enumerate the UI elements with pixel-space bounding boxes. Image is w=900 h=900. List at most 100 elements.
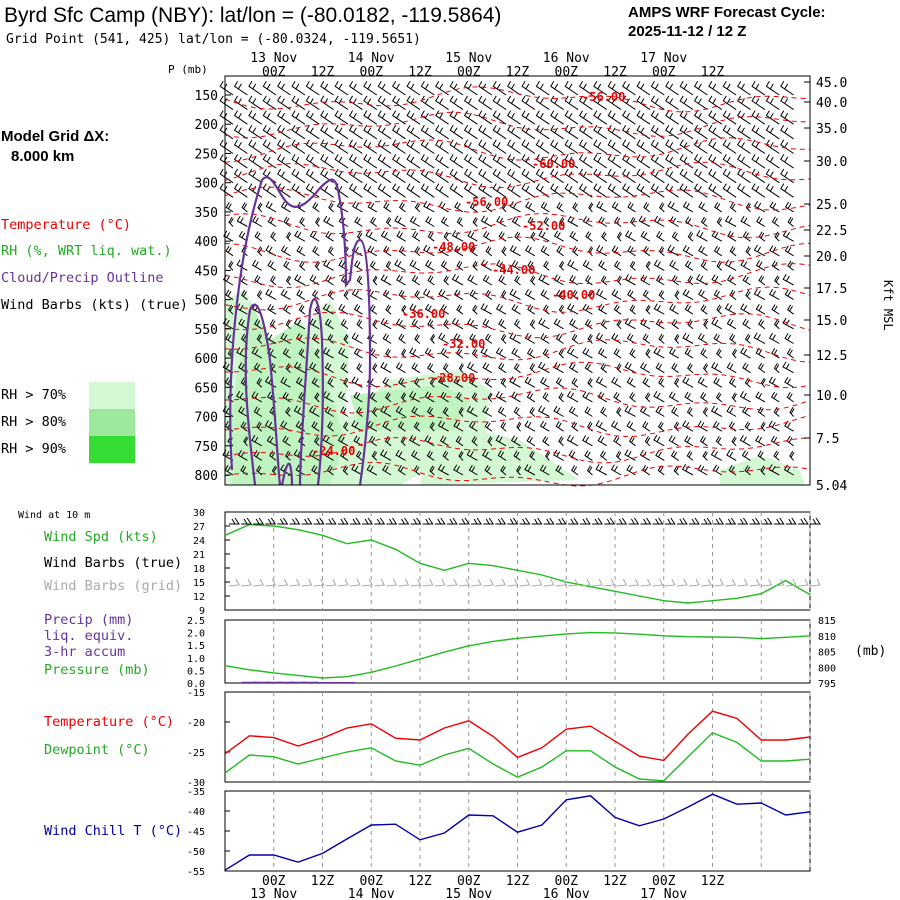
wind-barb xyxy=(492,110,507,125)
precip-bar xyxy=(326,681,343,683)
wind-barb xyxy=(626,333,636,344)
wind-barb xyxy=(650,139,665,154)
wind-barb xyxy=(679,95,694,111)
wind-barb xyxy=(340,318,349,330)
wind-barb xyxy=(542,435,550,447)
wind-barb xyxy=(622,81,636,96)
wind-barb xyxy=(740,259,751,271)
wind-barb xyxy=(305,95,320,111)
wind-barb xyxy=(449,139,464,154)
wind-barb-true xyxy=(543,517,555,525)
pressure-sfc-tick-label: 795 xyxy=(818,679,836,690)
wind-barb xyxy=(343,290,349,300)
wind-barb xyxy=(572,202,579,213)
wind-barb-true xyxy=(495,517,507,525)
wind-barb xyxy=(679,110,694,125)
wind-barb xyxy=(223,230,234,242)
wind-barb xyxy=(737,124,751,140)
wind-barb xyxy=(484,465,493,476)
wind-barb xyxy=(267,347,277,359)
wind-barb xyxy=(782,230,794,242)
wind-barb xyxy=(726,449,737,461)
wind-barb xyxy=(233,168,248,184)
kft-tick-label: 45.0 xyxy=(816,76,847,91)
wind-barb xyxy=(698,289,708,301)
wind-barb xyxy=(724,303,737,315)
wind-barb xyxy=(320,139,334,154)
wind-barb xyxy=(248,139,263,154)
wind-barb xyxy=(640,230,651,242)
wind-barb xyxy=(298,260,306,271)
wind-barb xyxy=(674,333,680,344)
wind-barb xyxy=(286,231,292,242)
wind-barb xyxy=(679,124,694,140)
wind-barb xyxy=(742,274,751,286)
wind-barb xyxy=(222,274,234,286)
wind-barb xyxy=(311,421,320,432)
wind-barb xyxy=(466,449,478,461)
wind-barb xyxy=(768,464,780,476)
wind-barb xyxy=(353,304,363,315)
wind-barb xyxy=(624,449,636,461)
wind-barb xyxy=(253,406,263,417)
wind-barb-grid xyxy=(434,578,446,587)
pressure-tick-label: 550 xyxy=(195,323,218,338)
wind-barb xyxy=(600,406,608,417)
wind-barb xyxy=(559,217,565,227)
wind-barb xyxy=(697,333,708,344)
wind-barb xyxy=(356,319,363,330)
wind-barb xyxy=(270,231,277,242)
wind-barb-true xyxy=(519,517,531,525)
wind-barb xyxy=(742,362,751,374)
wind-barb xyxy=(372,319,378,330)
wind-barb xyxy=(768,420,780,432)
wind-barb xyxy=(737,95,751,111)
wind-barb xyxy=(320,154,334,169)
wind-barb xyxy=(514,275,521,286)
wind-barb xyxy=(482,362,493,374)
wind-barb xyxy=(555,421,564,432)
wind-barb-true xyxy=(604,517,616,525)
wind-barb xyxy=(492,139,507,154)
wind-barb xyxy=(385,216,392,227)
wind-barb xyxy=(380,274,392,286)
wind-barb xyxy=(758,319,766,330)
wind-barb xyxy=(498,362,507,374)
wind-barb-true xyxy=(483,517,495,525)
wind-barb xyxy=(584,406,593,417)
wind-barb xyxy=(500,421,507,432)
wind-barb xyxy=(311,377,320,388)
wind-barb xyxy=(708,168,723,184)
wind-barb xyxy=(627,289,636,301)
wind-barb xyxy=(521,168,536,184)
kft-tick-label: 12.5 xyxy=(816,349,847,364)
wind-barb xyxy=(535,139,550,154)
wind-barb xyxy=(673,377,680,388)
wind-barb xyxy=(282,435,291,447)
wind-barb xyxy=(742,406,751,417)
time-tick-label: 12Z xyxy=(701,65,725,80)
wind-barb xyxy=(753,244,766,257)
wind-barb xyxy=(626,420,636,432)
wind-barb xyxy=(320,81,334,96)
wind-barb xyxy=(482,318,493,330)
wind-barb xyxy=(238,406,248,417)
wind-barb xyxy=(296,245,306,257)
bottom-date-label: 16 Nov xyxy=(543,887,590,900)
legend-rh70-label: RH > 70% xyxy=(1,387,67,403)
wind-barb xyxy=(629,392,636,403)
wind-barb xyxy=(578,154,593,169)
wind-barb xyxy=(406,95,421,111)
precip-tick-label: 1.5 xyxy=(187,641,205,652)
wind-barb xyxy=(509,288,521,301)
wind-barb xyxy=(568,450,579,461)
wind-barb-true xyxy=(664,517,676,525)
wind-barb xyxy=(725,215,737,227)
wind-barb xyxy=(427,231,435,242)
wind-barb xyxy=(665,154,679,169)
wind-barb xyxy=(328,202,334,213)
wind-barb xyxy=(513,406,521,417)
wind-barb xyxy=(700,304,708,315)
wind-barb xyxy=(636,124,651,140)
wind-barb xyxy=(556,245,564,257)
